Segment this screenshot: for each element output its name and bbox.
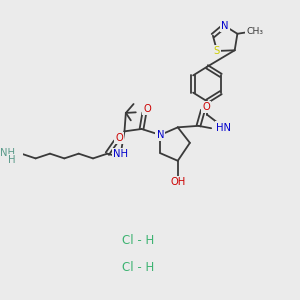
Text: Cl - H: Cl - H [122,234,155,247]
Text: S: S [214,46,220,56]
Text: CH₃: CH₃ [247,28,264,37]
Text: O: O [202,102,210,112]
Text: H: H [8,155,15,165]
Text: NH: NH [113,149,128,159]
Text: O: O [115,133,123,143]
Text: N: N [157,130,164,140]
Text: N: N [221,21,228,31]
Text: NH: NH [0,148,15,158]
Text: OH: OH [170,177,185,187]
Text: HN: HN [216,123,231,133]
Text: O: O [143,104,151,114]
Text: Cl - H: Cl - H [122,261,155,274]
